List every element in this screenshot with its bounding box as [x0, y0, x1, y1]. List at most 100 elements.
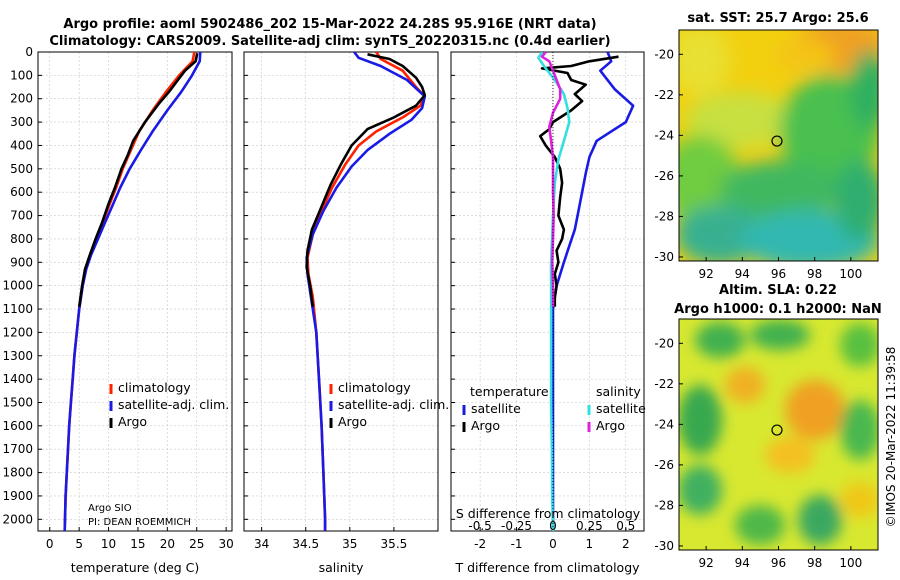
x-tick-label: 10	[101, 537, 116, 551]
map-x-tick-label: 96	[771, 267, 786, 281]
map-y-tick-label: -24	[654, 417, 674, 431]
y-tick-label: 2000	[2, 512, 33, 526]
panel-frame	[37, 51, 233, 532]
series-line-t-argo	[538, 55, 619, 307]
y-tick-label: 100	[10, 68, 33, 82]
legend-title-salinity: salinity	[596, 384, 641, 399]
x-tick-label: 0	[549, 537, 557, 551]
y-tick-label: 400	[10, 138, 33, 152]
legend-label: satellite-adj. clim.	[338, 397, 449, 412]
map-x-tick-label: 100	[839, 267, 862, 281]
map-y-tick-label: -30	[654, 539, 674, 553]
series-group	[537, 52, 635, 531]
x-tick-label: 15	[130, 537, 145, 551]
x-tick-label: 34.5	[292, 537, 319, 551]
map-x-tick-label: 94	[735, 267, 750, 281]
x-tick-label: 35	[342, 537, 357, 551]
legend-title-temperature: temperature	[470, 384, 549, 399]
map-y-tick-label: -24	[654, 128, 674, 142]
series-line-s-argo	[540, 52, 562, 307]
series-group	[63, 52, 202, 531]
map-y-tick-label: -28	[654, 209, 674, 223]
y-tick-label: 1300	[2, 349, 33, 363]
y-tick-label: 600	[10, 185, 33, 199]
y-tick-label: 300	[10, 115, 33, 129]
sla-map-title: Altim. SLA: 0.22	[719, 283, 837, 298]
map-x-tick-label: 98	[807, 556, 822, 570]
x-tick-label: 0	[46, 537, 54, 551]
legend-label: climatology	[338, 380, 411, 395]
x-tick-label: -2	[474, 537, 486, 551]
x-tick-label: 35.5	[381, 537, 408, 551]
s-diff-tick-label: 0.25	[576, 519, 603, 533]
series-line-climatology	[63, 52, 196, 531]
map-x-tick-label: 96	[771, 556, 786, 570]
legend-label: Argo	[338, 414, 367, 429]
y-tick-label: 700	[10, 209, 33, 223]
s-diff-tick-label: 0.5	[616, 519, 635, 533]
series-line-t-satellite	[551, 52, 635, 531]
sst-field	[679, 30, 878, 261]
legend-label: satellite-adj. clim.	[118, 397, 229, 412]
y-tick-label: 0	[25, 45, 33, 59]
series-line-s-satellite	[537, 52, 571, 531]
map-y-tick-label: -20	[654, 336, 674, 350]
series-line-satellite-adj-clim-	[63, 52, 202, 531]
x-axis-label: salinity	[319, 560, 364, 575]
timestamp: ©IMOS 20-Mar-2022 11:39:58	[884, 347, 898, 528]
series-group	[305, 52, 427, 531]
map-x-tick-label: 92	[698, 556, 713, 570]
panel-frame	[243, 51, 439, 532]
legend-label: Argo	[596, 418, 625, 433]
sla-map-subtitle: Argo h1000: 0.1 h2000: NaN	[674, 302, 882, 317]
x-tick-label: 2	[622, 537, 630, 551]
panel-frame	[450, 51, 645, 532]
x-tick-label: 20	[160, 537, 175, 551]
map-y-tick-label: -30	[654, 250, 674, 264]
y-tick-label: 1600	[2, 419, 33, 433]
x-tick-label: 25	[189, 537, 204, 551]
map-y-tick-label: -28	[654, 498, 674, 512]
x-tick-label: -1	[511, 537, 523, 551]
map-y-tick-label: -20	[654, 47, 674, 61]
x-axis-label: T difference from climatology	[454, 560, 640, 575]
temperature-panel: 0100200300400500600700800900100011001200…	[2, 45, 233, 575]
map-y-tick-label: -26	[654, 458, 674, 472]
legend-label: Argo	[118, 414, 147, 429]
s-diff-axis-label: S difference from climatology	[456, 506, 641, 521]
s-diff-tick-label: -0.5	[468, 519, 491, 533]
y-tick-label: 900	[10, 255, 33, 269]
y-tick-label: 1000	[2, 279, 33, 293]
y-tick-label: 1800	[2, 466, 33, 480]
x-tick-label: 30	[218, 537, 233, 551]
map-x-tick-label: 94	[735, 556, 750, 570]
x-axis-label: temperature (deg C)	[71, 560, 200, 575]
map-x-tick-label: 100	[839, 556, 862, 570]
map-x-tick-label: 98	[807, 267, 822, 281]
sst-argo-location-marker	[771, 135, 783, 147]
map-x-tick-label: 92	[698, 267, 713, 281]
y-tick-label: 1200	[2, 325, 33, 339]
s-diff-tick-label: -0.25	[501, 519, 532, 533]
y-tick-label: 800	[10, 232, 33, 246]
title-line-1: Argo profile: aoml 5902486_202 15-Mar-20…	[63, 17, 596, 32]
map-y-tick-label: -22	[654, 377, 674, 391]
x-tick-label: 5	[75, 537, 83, 551]
salinity-panel: 34 34.5 35 35.5 salinity climatology satellite…	[243, 51, 449, 575]
s-diff-tick-label: 0	[549, 519, 557, 533]
series-line-satellite-adj-clim-	[305, 52, 427, 531]
map-y-tick-label: -26	[654, 169, 674, 183]
sst-map-axes: 92 94 96 98 100 -20 -22 -24 -26 -28 -30	[654, 47, 862, 281]
sla-map: Altim. SLA: 0.22 Argo h1000: 0.1 h2000: …	[654, 283, 881, 570]
x-tick-label: 1	[586, 537, 594, 551]
credit-pi: PI: DEAN ROEMMICH	[88, 517, 191, 528]
sst-map-title: sat. SST: 25.7 Argo: 25.6	[687, 11, 868, 26]
y-tick-label: 1900	[2, 489, 33, 503]
difference-panel: -2 -1 0 1 2 T difference from climatology -0.5…	[450, 51, 646, 575]
y-tick-label: 500	[10, 162, 33, 176]
legend-label: satellite	[471, 401, 521, 416]
y-tick-label: 1400	[2, 372, 33, 386]
series-line-argo	[305, 53, 427, 307]
legend-label: satellite	[596, 401, 646, 416]
